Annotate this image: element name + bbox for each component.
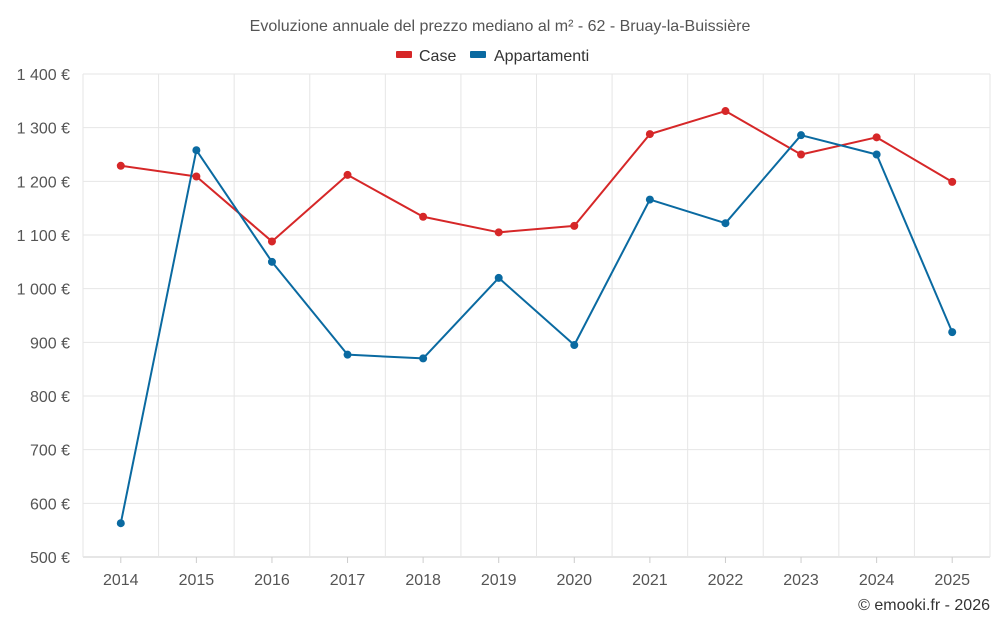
data-point-appartamenti[interactable] (419, 354, 428, 363)
legend: Case Appartamenti (396, 48, 589, 65)
data-point-case[interactable] (192, 172, 201, 181)
y-tick-label: 500 € (30, 550, 70, 567)
x-tick-label: 2021 (632, 572, 668, 589)
y-tick-label: 1 300 € (17, 121, 70, 138)
data-point-appartamenti[interactable] (948, 328, 957, 337)
credit-text: © emooki.fr - 2026 (858, 597, 990, 614)
data-point-appartamenti[interactable] (570, 341, 579, 350)
data-point-case[interactable] (570, 221, 579, 230)
y-tick-label: 1 200 € (17, 174, 70, 191)
data-point-appartamenti[interactable] (267, 257, 276, 266)
data-point-case[interactable] (721, 107, 730, 116)
x-tick-label: 2014 (103, 572, 139, 589)
y-tick-label: 700 € (30, 443, 70, 460)
x-tick-label: 2025 (934, 572, 970, 589)
data-point-case[interactable] (267, 237, 276, 246)
y-axis: 500 € 600 € 700 € 800 € 900 € 1 000 € 1 100 € 1… (17, 67, 70, 567)
legend-swatch-appartamenti (470, 51, 486, 58)
y-tick-label: 900 € (30, 335, 70, 352)
x-tick-label: 2022 (708, 572, 744, 589)
y-tick-label: 600 € (30, 496, 70, 513)
data-point-case[interactable] (797, 150, 806, 159)
chart-title: Evoluzione annuale del prezzo mediano al… (250, 18, 751, 35)
data-point-case[interactable] (116, 161, 125, 170)
data-point-appartamenti[interactable] (721, 219, 730, 228)
data-point-appartamenti[interactable] (343, 350, 352, 359)
x-tick-label: 2019 (481, 572, 517, 589)
legend-swatch-case (396, 51, 412, 58)
data-point-appartamenti[interactable] (645, 195, 654, 204)
series-layer (116, 107, 957, 528)
data-point-appartamenti[interactable] (192, 146, 201, 155)
data-point-case[interactable] (494, 228, 503, 237)
x-tick-label: 2018 (405, 572, 441, 589)
legend-label-appartamenti[interactable]: Appartamenti (494, 48, 589, 65)
data-point-appartamenti[interactable] (872, 150, 881, 159)
y-tick-label: 1 100 € (17, 228, 70, 245)
data-point-case[interactable] (419, 212, 428, 221)
x-axis: 2014 2015 2016 2017 2018 2019 2020 2021 2022 2023… (103, 557, 970, 589)
x-tick-label: 2023 (783, 572, 819, 589)
series-line-appartamenti (119, 134, 954, 524)
data-point-appartamenti[interactable] (116, 519, 125, 528)
y-tick-label: 800 € (30, 389, 70, 406)
x-tick-label: 2024 (859, 572, 895, 589)
x-tick-label: 2016 (254, 572, 290, 589)
data-point-case[interactable] (872, 133, 881, 142)
series-line-case (120, 110, 953, 243)
y-tick-label: 1 400 € (17, 67, 70, 84)
x-tick-label: 2020 (556, 572, 592, 589)
x-tick-label: 2017 (330, 572, 366, 589)
x-tick-label: 2015 (179, 572, 215, 589)
grid (82, 73, 991, 558)
data-point-case[interactable] (948, 177, 957, 186)
data-point-case[interactable] (645, 130, 654, 139)
data-point-case[interactable] (343, 170, 352, 179)
data-point-appartamenti[interactable] (494, 273, 503, 282)
y-tick-label: 1 000 € (17, 282, 70, 299)
legend-label-case[interactable]: Case (419, 48, 456, 65)
data-point-appartamenti[interactable] (797, 131, 806, 140)
